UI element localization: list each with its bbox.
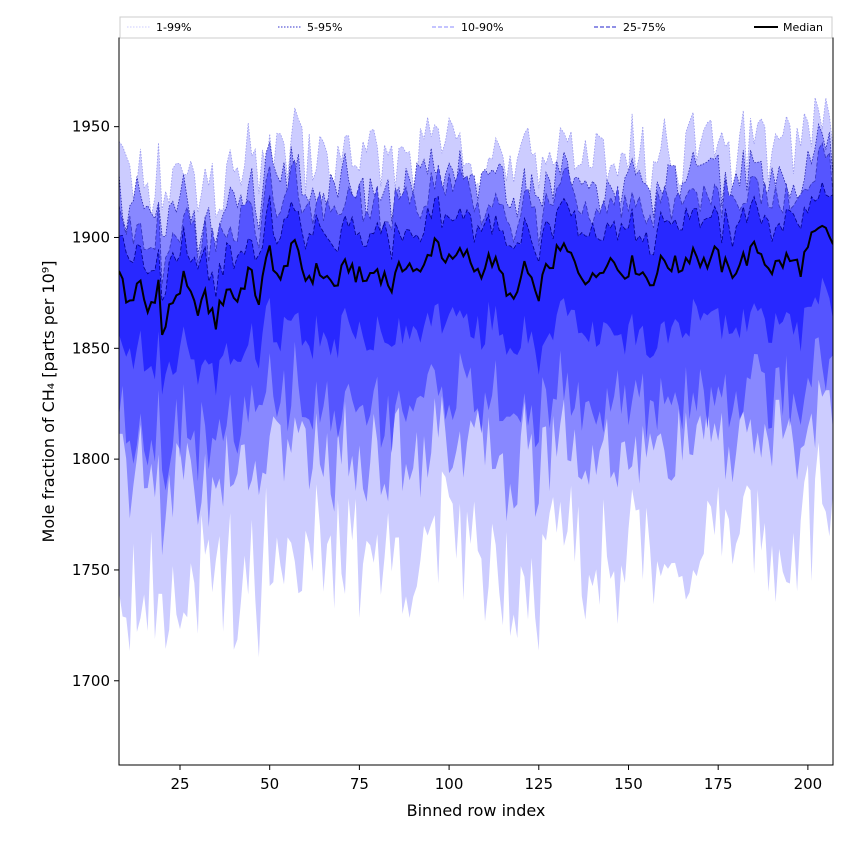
band-25-75pct	[119, 182, 833, 396]
x-tick-label: 50	[260, 775, 279, 793]
x-tick-label: 200	[794, 775, 823, 793]
y-tick-label: 1750	[72, 561, 110, 579]
y-tick-label: 1900	[72, 228, 110, 246]
band-upper-line-1-99pct	[119, 97, 833, 218]
legend-label: 25-75%	[623, 21, 665, 34]
y-tick-label: 1800	[72, 450, 110, 468]
band-upper-line-10-90pct	[119, 141, 833, 285]
median-line	[119, 224, 833, 336]
legend-label: Median	[783, 21, 823, 34]
y-tick-label: 1950	[72, 118, 110, 136]
legend-label: 1-99%	[156, 21, 191, 34]
x-tick-label: 25	[170, 775, 189, 793]
y-axis-label: Mole fraction of CH₄ [parts per 10⁹]	[39, 261, 58, 543]
x-tick-label: 125	[524, 775, 553, 793]
x-axis-label: Binned row index	[407, 801, 546, 820]
x-tick-label: 100	[435, 775, 464, 793]
y-tick-label: 1700	[72, 672, 110, 690]
x-tick-label: 150	[614, 775, 643, 793]
x-tick-label: 75	[350, 775, 369, 793]
legend-box	[119, 16, 833, 39]
band-upper-line-5-95pct	[119, 122, 833, 255]
legend-label: 5-95%	[307, 21, 342, 34]
band-upper-line-25-75pct	[119, 182, 833, 302]
plot-area	[119, 97, 833, 658]
y-tick-label: 1850	[72, 339, 110, 357]
legend: 1-99% 5-95% 10-90% 25-75% Median	[119, 16, 833, 39]
x-tick-label: 175	[704, 775, 733, 793]
legend-label: 10-90%	[461, 21, 503, 34]
